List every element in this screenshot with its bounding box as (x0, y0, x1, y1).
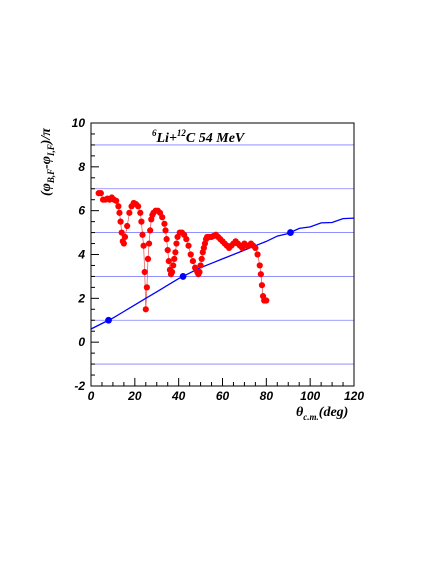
data-point (196, 268, 203, 276)
data-point (137, 209, 144, 216)
x-tick-label: 100 (300, 389, 320, 403)
data-point (165, 257, 172, 265)
data-point (256, 262, 263, 269)
data-point (183, 236, 190, 243)
y-axis-label-close: )/π (39, 128, 54, 147)
x-tick-label: 20 (127, 389, 142, 403)
title-el1: Li+ (156, 131, 177, 146)
data-point (135, 203, 142, 210)
data-point (185, 242, 192, 249)
data-point (161, 220, 168, 227)
x-axis-label-sub: c.m. (303, 412, 319, 422)
data-point (159, 214, 166, 221)
y-tick-label: 2 (77, 291, 85, 305)
data-point (140, 242, 147, 249)
y-axis-label-sub2: I,F (46, 144, 56, 157)
data-point (124, 222, 131, 230)
blue-points (105, 229, 294, 324)
y-tick-label: 10 (72, 116, 86, 130)
y-tick-label: 4 (77, 248, 85, 262)
curve-layer (90, 217, 355, 330)
blue-marker-point (179, 273, 187, 280)
y-tick-label: 6 (78, 204, 85, 218)
data-point (145, 240, 153, 247)
data-point (142, 306, 149, 313)
data-point (115, 203, 122, 210)
y-axis-label-mid: -φ (39, 156, 54, 169)
blue-marker-point (287, 229, 294, 236)
data-point (163, 236, 170, 243)
y-axis-label-open: (φ (39, 183, 54, 196)
data-point (170, 262, 177, 269)
data-point (116, 209, 123, 216)
data-point (189, 257, 197, 265)
data-point (172, 249, 179, 256)
data-point (197, 262, 204, 269)
x-tick-label: 120 (344, 389, 364, 403)
blue-curve (90, 217, 355, 330)
data-point (171, 255, 178, 262)
data-point (139, 231, 146, 238)
data-point (138, 218, 145, 225)
data-points (95, 190, 270, 313)
axis-ticks (90, 122, 355, 387)
title-mass1: 6 (152, 128, 157, 138)
plot-frame (90, 122, 355, 387)
data-point (97, 190, 104, 197)
data-point (126, 209, 133, 216)
data-point (254, 251, 261, 258)
data-point (121, 233, 129, 241)
data-point (143, 284, 150, 291)
data-point (118, 229, 125, 236)
data-point (162, 227, 169, 234)
data-point (147, 227, 154, 234)
x-axis-label-tail: (deg) (319, 405, 349, 420)
blue-marker-point (105, 316, 112, 324)
data-point (263, 297, 270, 304)
data-point (198, 255, 205, 262)
x-tick-label: 60 (216, 389, 230, 403)
data-point (141, 268, 148, 276)
title-el2: C 54 MeV (186, 131, 246, 146)
data-point (144, 255, 152, 262)
data-point (257, 271, 264, 278)
data-point (173, 240, 180, 247)
x-axis-label: θc.m.(deg) (296, 405, 348, 422)
data-point (113, 197, 120, 204)
data-point (168, 268, 176, 276)
y-axis-label: (φB,F-φI,F)/π (39, 128, 56, 196)
title-mass2: 12 (177, 128, 187, 138)
data-point (258, 282, 266, 289)
data-point (117, 218, 124, 225)
y-tick-label: 0 (78, 335, 85, 349)
y-tick-label: -2 (74, 379, 85, 393)
data-point (164, 247, 171, 254)
reference-lines (91, 144, 354, 365)
x-tick-label: 0 (88, 389, 95, 403)
x-tick-label: 80 (260, 389, 274, 403)
y-axis-label-sub1: B,F (46, 169, 56, 184)
data-point (187, 251, 194, 258)
y-tick-label: 8 (78, 160, 85, 174)
data-point (120, 240, 127, 247)
chart-title: 6Li+12C 54 MeV (152, 128, 246, 146)
x-axis-label-main: θ (296, 405, 304, 420)
x-tick-label: 40 (171, 389, 186, 403)
data-point (252, 244, 259, 252)
